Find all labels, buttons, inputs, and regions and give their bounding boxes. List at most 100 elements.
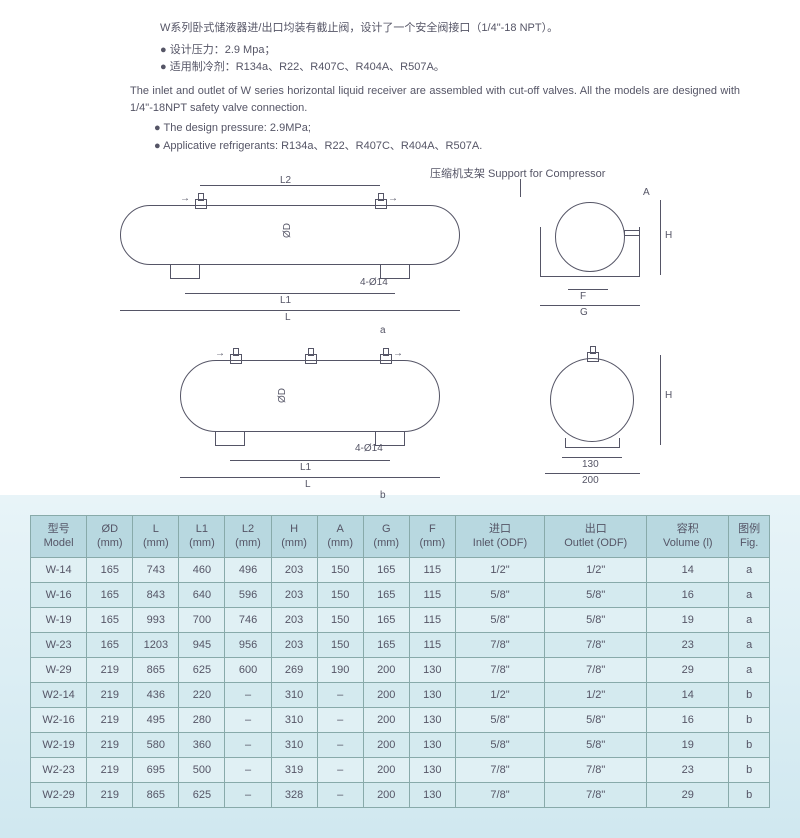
cell-1-2: 843 bbox=[133, 582, 179, 607]
table-head: 型号ModelØD(mm)L(mm)L1(mm)L2(mm)H(mm)A(mm)… bbox=[31, 516, 770, 558]
dim-200-line bbox=[545, 473, 640, 474]
diagram-b-valve-mid bbox=[305, 348, 315, 362]
col-3: L1(mm) bbox=[179, 516, 225, 558]
cell-5-3: 220 bbox=[179, 682, 225, 707]
table-row: W2-23219695500–319–2001307/8"7/8"23b bbox=[31, 757, 770, 782]
cell-9-6: – bbox=[317, 782, 363, 807]
cell-4-2: 865 bbox=[133, 657, 179, 682]
cell-4-8: 130 bbox=[409, 657, 455, 682]
cell-4-11: 29 bbox=[647, 657, 729, 682]
dim-l bbox=[120, 310, 460, 311]
cell-7-1: 219 bbox=[87, 732, 133, 757]
arrow-in-a: → bbox=[180, 193, 190, 204]
cell-1-5: 203 bbox=[271, 582, 317, 607]
bullet-en-0: The design pressure: 2.9MPa; bbox=[154, 120, 770, 138]
cell-1-7: 165 bbox=[363, 582, 409, 607]
arrow-in-b: → bbox=[215, 348, 225, 359]
diagram-a-nozzle bbox=[624, 230, 640, 236]
diagram-area: 压缩机支架 Support for Compressor → → ØD 4-Ø1… bbox=[100, 165, 740, 495]
cell-6-12: b bbox=[729, 707, 770, 732]
table-row: W-292198656256002691902001307/8"7/8"29a bbox=[31, 657, 770, 682]
dim-f-line bbox=[568, 289, 608, 290]
cell-7-3: 360 bbox=[179, 732, 225, 757]
cell-8-7: 200 bbox=[363, 757, 409, 782]
desc-cn: W系列卧式储液器进/出口均装有截止阀，设计了一个安全阀接口（1/4"-18 NP… bbox=[160, 20, 770, 38]
cell-6-10: 5/8" bbox=[545, 707, 647, 732]
table-row: W2-16219495280–310–2001305/8"5/8"16b bbox=[31, 707, 770, 732]
spec-table: 型号ModelØD(mm)L(mm)L1(mm)L2(mm)H(mm)A(mm)… bbox=[30, 515, 770, 808]
diagram-b-valve-left bbox=[230, 348, 240, 362]
cell-0-7: 165 bbox=[363, 557, 409, 582]
label-fig-a: a bbox=[380, 325, 386, 336]
cell-8-11: 23 bbox=[647, 757, 729, 782]
cell-3-11: 23 bbox=[647, 632, 729, 657]
cell-6-11: 16 bbox=[647, 707, 729, 732]
cell-9-7: 200 bbox=[363, 782, 409, 807]
label-l2: L2 bbox=[280, 175, 291, 186]
cell-2-10: 5/8" bbox=[545, 607, 647, 632]
cell-4-10: 7/8" bbox=[545, 657, 647, 682]
cell-5-6: – bbox=[317, 682, 363, 707]
cell-5-9: 1/2" bbox=[455, 682, 544, 707]
table-wrap: 型号ModelØD(mm)L(mm)L1(mm)L2(mm)H(mm)A(mm)… bbox=[0, 495, 800, 838]
cell-2-9: 5/8" bbox=[455, 607, 544, 632]
col-4: L2(mm) bbox=[225, 516, 271, 558]
label-a: A bbox=[643, 187, 650, 198]
label-fig-b: b bbox=[380, 490, 386, 501]
dim-130-line bbox=[562, 457, 622, 458]
label-130: 130 bbox=[582, 459, 599, 470]
col-5: H(mm) bbox=[271, 516, 317, 558]
cell-3-1: 165 bbox=[87, 632, 133, 657]
cell-0-3: 460 bbox=[179, 557, 225, 582]
diagram-b-end bbox=[540, 350, 650, 450]
diagram-b-foot-left bbox=[215, 432, 245, 446]
cell-3-5: 203 bbox=[271, 632, 317, 657]
cell-7-5: 310 bbox=[271, 732, 317, 757]
cell-0-6: 150 bbox=[317, 557, 363, 582]
diagram-a-valve-right bbox=[375, 193, 385, 207]
label-od-b: ØD bbox=[277, 388, 288, 403]
cell-0-10: 1/2" bbox=[545, 557, 647, 582]
bullets-cn: 设计压力：2.9 Mpa； 适用制冷剂：R134a、R22、R407C、R404… bbox=[160, 42, 770, 77]
cell-9-11: 29 bbox=[647, 782, 729, 807]
col-8: F(mm) bbox=[409, 516, 455, 558]
label-holes-a: 4-Ø14 bbox=[360, 277, 388, 288]
label-od-a: ØD bbox=[282, 223, 293, 238]
label-h-b: H bbox=[665, 390, 672, 401]
cell-1-9: 5/8" bbox=[455, 582, 544, 607]
bullet-cn-0: 设计压力：2.9 Mpa； bbox=[160, 42, 770, 60]
cell-6-7: 200 bbox=[363, 707, 409, 732]
cell-1-12: a bbox=[729, 582, 770, 607]
cell-9-2: 865 bbox=[133, 782, 179, 807]
dim-l1-b bbox=[230, 460, 390, 461]
label-l-b: L bbox=[305, 479, 311, 490]
col-10: 出口Outlet (ODF) bbox=[545, 516, 647, 558]
cell-1-11: 16 bbox=[647, 582, 729, 607]
dim-l1 bbox=[185, 293, 395, 294]
cell-4-7: 200 bbox=[363, 657, 409, 682]
cell-8-6: – bbox=[317, 757, 363, 782]
cell-5-11: 14 bbox=[647, 682, 729, 707]
cell-1-4: 596 bbox=[225, 582, 271, 607]
cell-8-8: 130 bbox=[409, 757, 455, 782]
cell-5-4: – bbox=[225, 682, 271, 707]
cell-8-4: – bbox=[225, 757, 271, 782]
cell-5-5: 310 bbox=[271, 682, 317, 707]
cell-1-10: 5/8" bbox=[545, 582, 647, 607]
cell-4-4: 600 bbox=[225, 657, 271, 682]
diagram-b-end-circle bbox=[550, 358, 634, 442]
cell-1-6: 150 bbox=[317, 582, 363, 607]
cell-4-6: 190 bbox=[317, 657, 363, 682]
diagram-a-valve-left bbox=[195, 193, 205, 207]
cell-1-3: 640 bbox=[179, 582, 225, 607]
cell-2-5: 203 bbox=[271, 607, 317, 632]
col-2: L(mm) bbox=[133, 516, 179, 558]
cell-3-2: 1203 bbox=[133, 632, 179, 657]
cell-0-12: a bbox=[729, 557, 770, 582]
cell-3-4: 956 bbox=[225, 632, 271, 657]
cell-0-1: 165 bbox=[87, 557, 133, 582]
cell-7-9: 5/8" bbox=[455, 732, 544, 757]
cell-9-9: 7/8" bbox=[455, 782, 544, 807]
col-1: ØD(mm) bbox=[87, 516, 133, 558]
cell-0-5: 203 bbox=[271, 557, 317, 582]
